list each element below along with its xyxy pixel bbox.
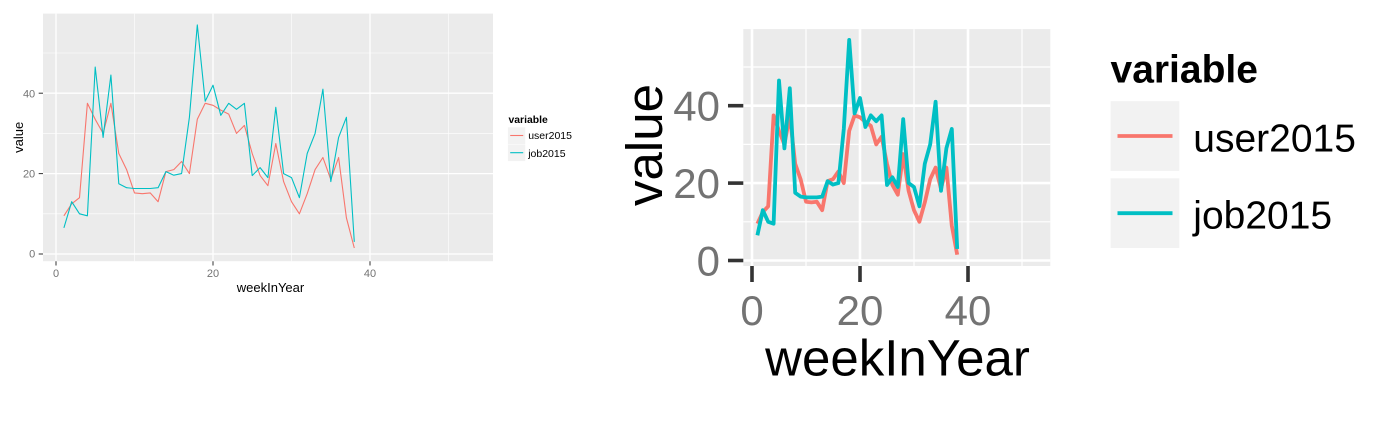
svg-text:0: 0 <box>29 249 35 261</box>
svg-text:weekInYear: weekInYear <box>764 330 1030 387</box>
svg-text:20: 20 <box>837 287 884 334</box>
svg-text:40: 40 <box>945 287 992 334</box>
svg-text:variable: variable <box>1111 49 1258 92</box>
svg-text:weekInYear: weekInYear <box>236 280 305 295</box>
svg-text:job2015: job2015 <box>527 148 566 160</box>
svg-text:value: value <box>616 84 673 206</box>
svg-text:40: 40 <box>673 83 720 130</box>
svg-text:40: 40 <box>23 89 35 101</box>
svg-text:20: 20 <box>207 268 219 280</box>
svg-text:0: 0 <box>740 287 763 334</box>
svg-text:20: 20 <box>23 168 35 180</box>
svg-text:20: 20 <box>673 160 720 207</box>
svg-text:0: 0 <box>53 268 59 280</box>
svg-text:0: 0 <box>697 238 720 285</box>
svg-text:40: 40 <box>364 268 376 280</box>
svg-text:user2015: user2015 <box>528 130 572 142</box>
svg-text:value: value <box>11 122 26 153</box>
svg-text:job2015: job2015 <box>1192 194 1332 237</box>
svg-text:user2015: user2015 <box>1193 117 1356 160</box>
svg-text:variable: variable <box>509 115 549 126</box>
